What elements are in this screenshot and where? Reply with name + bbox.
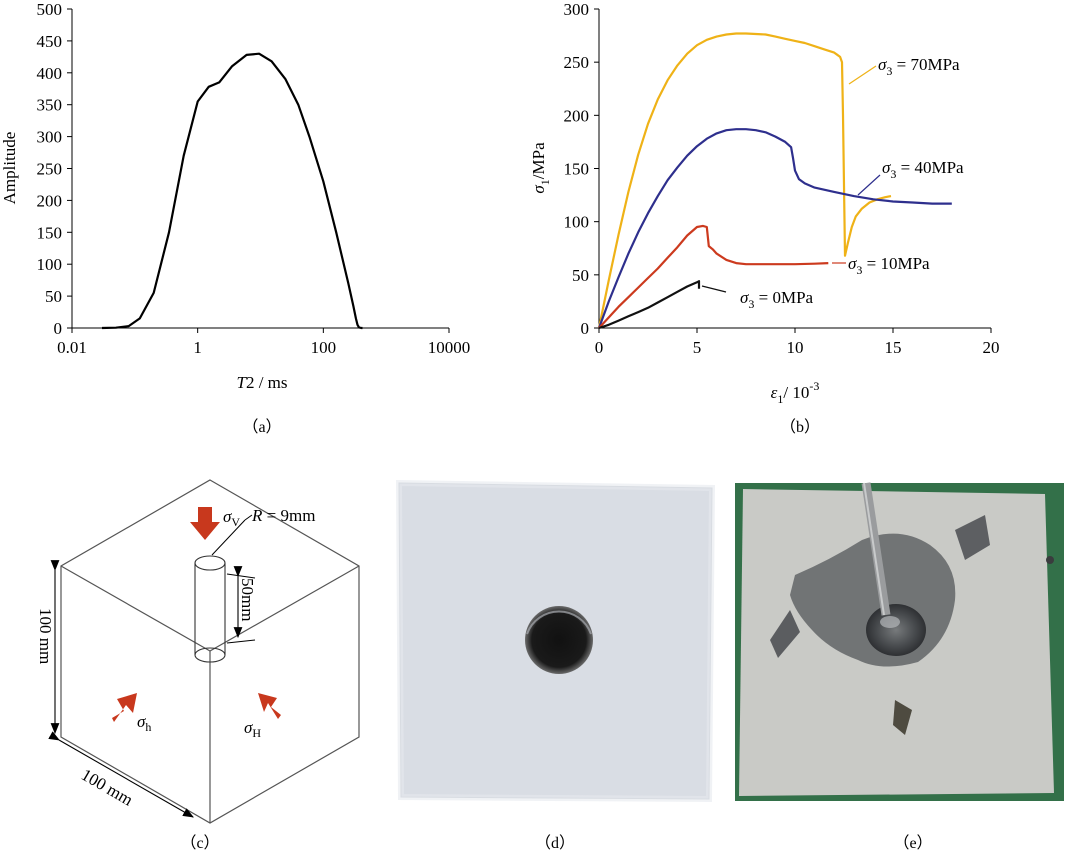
sigma-h-arrow-icon: [112, 693, 137, 722]
panel-label-c: （c）: [180, 834, 219, 852]
chart-a-y-tick-label: 300: [37, 128, 63, 147]
chart-a-x-tick-label: 1: [193, 338, 202, 357]
chart-b-y-tick-label: 50: [572, 266, 589, 285]
chart-a-y-axis-label: Amplitude: [0, 132, 19, 205]
series-label-0mpa: σ3 = 0MPa: [701, 285, 814, 311]
chart-b-x-tick-label: 0: [595, 338, 604, 357]
electrode-rod: [861, 482, 891, 616]
chart-a-series: [101, 52, 363, 330]
chart-b-stress-strain: 0 50 100 150 200 250 300 0 5 10 15 20 σ1/MPa ε1/ 10…: [529, 0, 1000, 436]
borehole: [194, 555, 226, 663]
stress-arrows: [112, 507, 281, 722]
svg-text:R = 9mm: R = 9mm: [251, 506, 315, 525]
height-dimension: 100 mm: [36, 560, 60, 735]
chart-b-series-line-2: [598, 224, 829, 329]
chart-b-series-line-0: [597, 32, 892, 329]
panel-label-a: （a）: [242, 418, 281, 436]
series-label-70mpa: σ3 = 70MPa: [848, 55, 960, 85]
chart-b-x-tick-label: 15: [885, 338, 902, 357]
chart-a-x-axis-label: T2 / ms: [236, 373, 287, 392]
svg-text:σ3 = 10MPa: σ3 = 10MPa: [848, 254, 930, 277]
chart-a-x-tick-label: 0.01: [57, 338, 87, 357]
sigma-v-label: σV: [223, 507, 240, 529]
chart-b-x-tick-label: 20: [983, 338, 1000, 357]
borehole-photo: [525, 606, 593, 674]
chart-b-x-tick-label: 10: [787, 338, 804, 357]
chart-a-y-tick-label: 450: [37, 32, 63, 51]
chart-b-y-tick-label: 250: [564, 53, 590, 72]
chart-a-y-tick-label: 350: [37, 96, 63, 115]
svg-text:σ3 = 40MPa: σ3 = 40MPa: [882, 158, 964, 181]
chart-b-axes: [594, 8, 992, 333]
chart-b-series-line-1: [597, 128, 952, 329]
metal-blob: [866, 604, 926, 656]
chart-b-series-line-3: [598, 280, 701, 330]
radius-dimension: R = 9mm: [211, 506, 315, 556]
chart-a-y-tick-label: 250: [37, 160, 63, 179]
chart-b-x-tick-label: 5: [693, 338, 702, 357]
chart-b-y-tick-label: 100: [564, 213, 590, 232]
panel-label-b: （b）: [780, 418, 820, 436]
chart-a-y-tick-label: 0: [54, 319, 63, 338]
svg-text:100 mm: 100 mm: [36, 608, 55, 664]
series-label-40mpa: σ3 = 40MPa: [857, 158, 964, 196]
chart-a-series-line-0: [101, 52, 363, 330]
chart-a-y-tick-label: 150: [37, 223, 63, 242]
sigma-H-arrow-icon: [258, 693, 281, 719]
chart-b-y-tick-label: 200: [564, 106, 590, 125]
svg-text:50mm: 50mm: [238, 578, 257, 621]
photo-d-specimen-with-hole: （d）: [395, 479, 716, 852]
chart-b-series: [597, 32, 952, 330]
panel-label-e: （e）: [893, 834, 932, 852]
chart-b-y-axis-label: σ1/MPa: [529, 142, 552, 194]
chart-a-y-tick-label: 400: [37, 64, 63, 83]
svg-text:100 mm: 100 mm: [78, 765, 136, 810]
diagram-c-specimen-schematic: R = 9mm 50mm 100 mm 100 mm σV σh σH （c）: [36, 479, 360, 852]
width-dimension: 100 mm: [48, 731, 194, 818]
chart-a-y-tick-label: 500: [37, 0, 63, 19]
chart-a-x-tick-label: 10000: [428, 338, 471, 357]
chart-a-y-tick-label: 200: [37, 191, 63, 210]
chart-a-y-tick-label: 100: [37, 255, 63, 274]
chart-a-tick-labels: 0 50 100 150 200 250 300 350 400 450 500 0.01 1 100 10…: [37, 0, 471, 357]
chart-b-y-tick-label: 0: [581, 319, 590, 338]
chart-a-t2-distribution: 0 50 100 150 200 250 300 350 400 450 500 0.01 1 100 10…: [0, 0, 470, 436]
svg-text:σ3 = 0MPa: σ3 = 0MPa: [740, 288, 814, 311]
chart-a-axes: [67, 8, 450, 333]
chart-b-y-tick-label: 300: [564, 0, 590, 19]
svg-text:σ3 = 70MPa: σ3 = 70MPa: [878, 55, 960, 78]
chart-a-x-tick-label: 100: [311, 338, 337, 357]
series-label-10mpa: σ3 = 10MPa: [832, 254, 930, 277]
chart-b-x-axis-label: ε1/ 10-3: [771, 379, 820, 406]
photo-e-specimen-with-metal: （e）: [735, 482, 1064, 852]
sigma-h-label: σh: [137, 712, 151, 734]
sigma-v-arrow-icon: [190, 507, 220, 540]
sigma-H-label: σH: [244, 718, 261, 740]
chart-a-y-tick-label: 50: [45, 287, 62, 306]
depth-dimension: 50mm: [226, 566, 257, 644]
panel-label-d: （d）: [535, 834, 575, 852]
chart-b-y-tick-label: 150: [564, 160, 590, 179]
chart-b-tick-labels: 0 50 100 150 200 250 300 0 5 10 15 20: [564, 0, 1000, 357]
